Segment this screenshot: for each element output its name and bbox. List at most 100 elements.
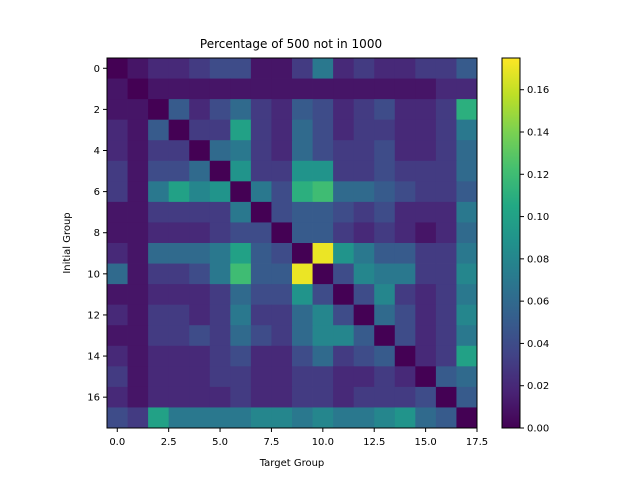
heatmap-cell	[374, 58, 396, 79]
heatmap-cell	[333, 345, 355, 367]
colorbar	[502, 58, 520, 428]
heatmap-cell	[374, 181, 396, 203]
heatmap-cell	[333, 201, 355, 223]
heatmap-cell	[415, 243, 437, 264]
heatmap-cell	[333, 181, 355, 203]
heatmap-cell	[374, 325, 396, 347]
heatmap-cell	[456, 386, 478, 408]
heatmap-cell	[168, 181, 190, 203]
heatmap-cell	[374, 304, 396, 326]
heatmap-cell	[168, 78, 190, 100]
heatmap-cell	[271, 386, 293, 408]
heatmap-cell	[456, 58, 478, 79]
heatmap-cell	[353, 99, 375, 121]
plot-frame	[106, 57, 478, 429]
heatmap-cell	[374, 407, 396, 429]
heatmap-cell	[456, 284, 478, 306]
heatmap-cell	[209, 284, 231, 306]
heatmap-cell	[456, 181, 478, 203]
heatmap-cell	[353, 386, 375, 408]
heatmap-cell	[456, 263, 478, 285]
heatmap-cell	[168, 58, 190, 79]
heatmap-cell	[435, 181, 457, 203]
heatmap-cell	[250, 407, 272, 429]
heatmap-cell	[292, 407, 313, 429]
heatmap-cell	[394, 407, 416, 429]
heatmap-cell	[415, 181, 437, 203]
heatmap-cell	[107, 284, 128, 306]
heatmap-cell	[209, 407, 231, 429]
heatmap-cell	[209, 243, 231, 264]
heatmap-cell	[435, 243, 457, 264]
heatmap-cell	[435, 345, 457, 367]
heatmap-cell	[250, 78, 272, 100]
heatmap-cell	[148, 201, 170, 223]
heatmap-cell	[107, 119, 128, 141]
heatmap-cell	[353, 345, 375, 367]
heatmap-cell	[168, 160, 190, 182]
heatmap-cell	[333, 119, 355, 141]
heatmap-cell	[435, 263, 457, 285]
heatmap-cell	[148, 386, 170, 408]
heatmap-cell	[250, 345, 272, 367]
heatmap-cell	[127, 140, 149, 162]
heatmap-cell	[456, 160, 478, 182]
heatmap-cell	[394, 201, 416, 223]
heatmap-cell	[333, 366, 355, 388]
heatmap-cell	[250, 386, 272, 408]
heatmap-cell	[148, 345, 170, 367]
heatmap-cell	[312, 140, 334, 162]
colorbar-tick-label: 0.14	[527, 128, 549, 139]
heatmap-cell	[394, 284, 416, 306]
heatmap-cell	[209, 78, 231, 100]
heatmap-cell	[333, 222, 355, 244]
heatmap-cell	[353, 140, 375, 162]
heatmap-cell	[271, 119, 293, 141]
heatmap-cell	[394, 386, 416, 408]
heatmap-cell	[394, 58, 416, 79]
heatmap-cell	[250, 325, 272, 347]
colorbar-tick-label: 0.02	[527, 381, 549, 392]
heatmap-cell	[415, 140, 437, 162]
heatmap-cell	[353, 304, 375, 326]
y-tick-label: 2	[94, 105, 100, 116]
heatmap-cell	[292, 78, 313, 100]
heatmap-cell	[292, 201, 313, 223]
heatmap-cell	[353, 119, 375, 141]
heatmap-cell	[292, 140, 313, 162]
heatmap-cell	[168, 325, 190, 347]
heatmap-cell	[394, 366, 416, 388]
colorbar-tick-label: 0.08	[527, 254, 549, 265]
heatmap-cell	[456, 243, 478, 264]
heatmap-cell	[189, 119, 211, 141]
heatmap-cell	[209, 181, 231, 203]
y-tick-label: 16	[87, 393, 100, 404]
colorbar-tick-label: 0.06	[527, 297, 549, 308]
y-tick-label: 4	[94, 146, 100, 157]
heatmap-cell	[148, 140, 170, 162]
heatmap-cell	[456, 366, 478, 388]
heatmap-cell	[250, 243, 272, 264]
heatmap-cell	[250, 304, 272, 326]
y-tick-label: 12	[87, 310, 100, 321]
heatmap-cell	[209, 325, 231, 347]
heatmap-cell	[107, 243, 128, 264]
heatmap-cell	[292, 243, 313, 264]
heatmap-cell	[107, 345, 128, 367]
heatmap-cell	[107, 304, 128, 326]
heatmap-cell	[394, 119, 416, 141]
heatmap-cell	[353, 263, 375, 285]
heatmap-cell	[374, 386, 396, 408]
heatmap-cell	[107, 181, 128, 203]
heatmap-cell	[189, 140, 211, 162]
heatmap-cell	[333, 243, 355, 264]
heatmap-cell	[394, 325, 416, 347]
x-tick-label: 7.5	[263, 437, 279, 448]
heatmap-cell	[189, 366, 211, 388]
heatmap-cell	[168, 263, 190, 285]
heatmap-cell	[209, 345, 231, 367]
chart-title: Percentage of 500 not in 1000	[200, 37, 382, 51]
heatmap-cell	[271, 140, 293, 162]
heatmap-cell	[353, 366, 375, 388]
heatmap-cell	[107, 160, 128, 182]
